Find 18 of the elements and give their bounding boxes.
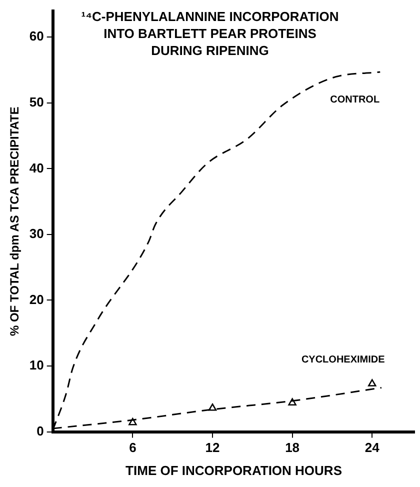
y-tick-label: 10 [29,358,44,373]
x-tick-label: 6 [129,440,136,456]
x-tick-label: 18 [285,440,300,456]
series-label: CONTROL [330,94,380,106]
y-tick-label: 0 [36,423,44,438]
x-tick-label: 12 [205,440,220,456]
text: CYCLOHEXIMIDE [301,354,386,366]
y-tick-label: 20 [29,292,44,307]
y-tick-label: 30 [29,226,44,242]
y-tick-label: 40 [29,160,44,176]
point [208,403,217,411]
y-tick-label: 60 [29,28,44,44]
x-tick-label: 24 [364,440,380,456]
y-axis-title: % OF TOTAL dpm AS TCA PRECIPITATE [8,106,22,336]
y-tick-label: 50 [29,94,44,110]
x-axis-title: TIME OF INCORPORATION HOURS [126,462,342,478]
text: ¹⁴C-PHENYLALANNINE INCORPORATION INTO BARTLETT PEAR PROTEINS DURING RIPENING [80,8,340,59]
point [368,379,376,386]
